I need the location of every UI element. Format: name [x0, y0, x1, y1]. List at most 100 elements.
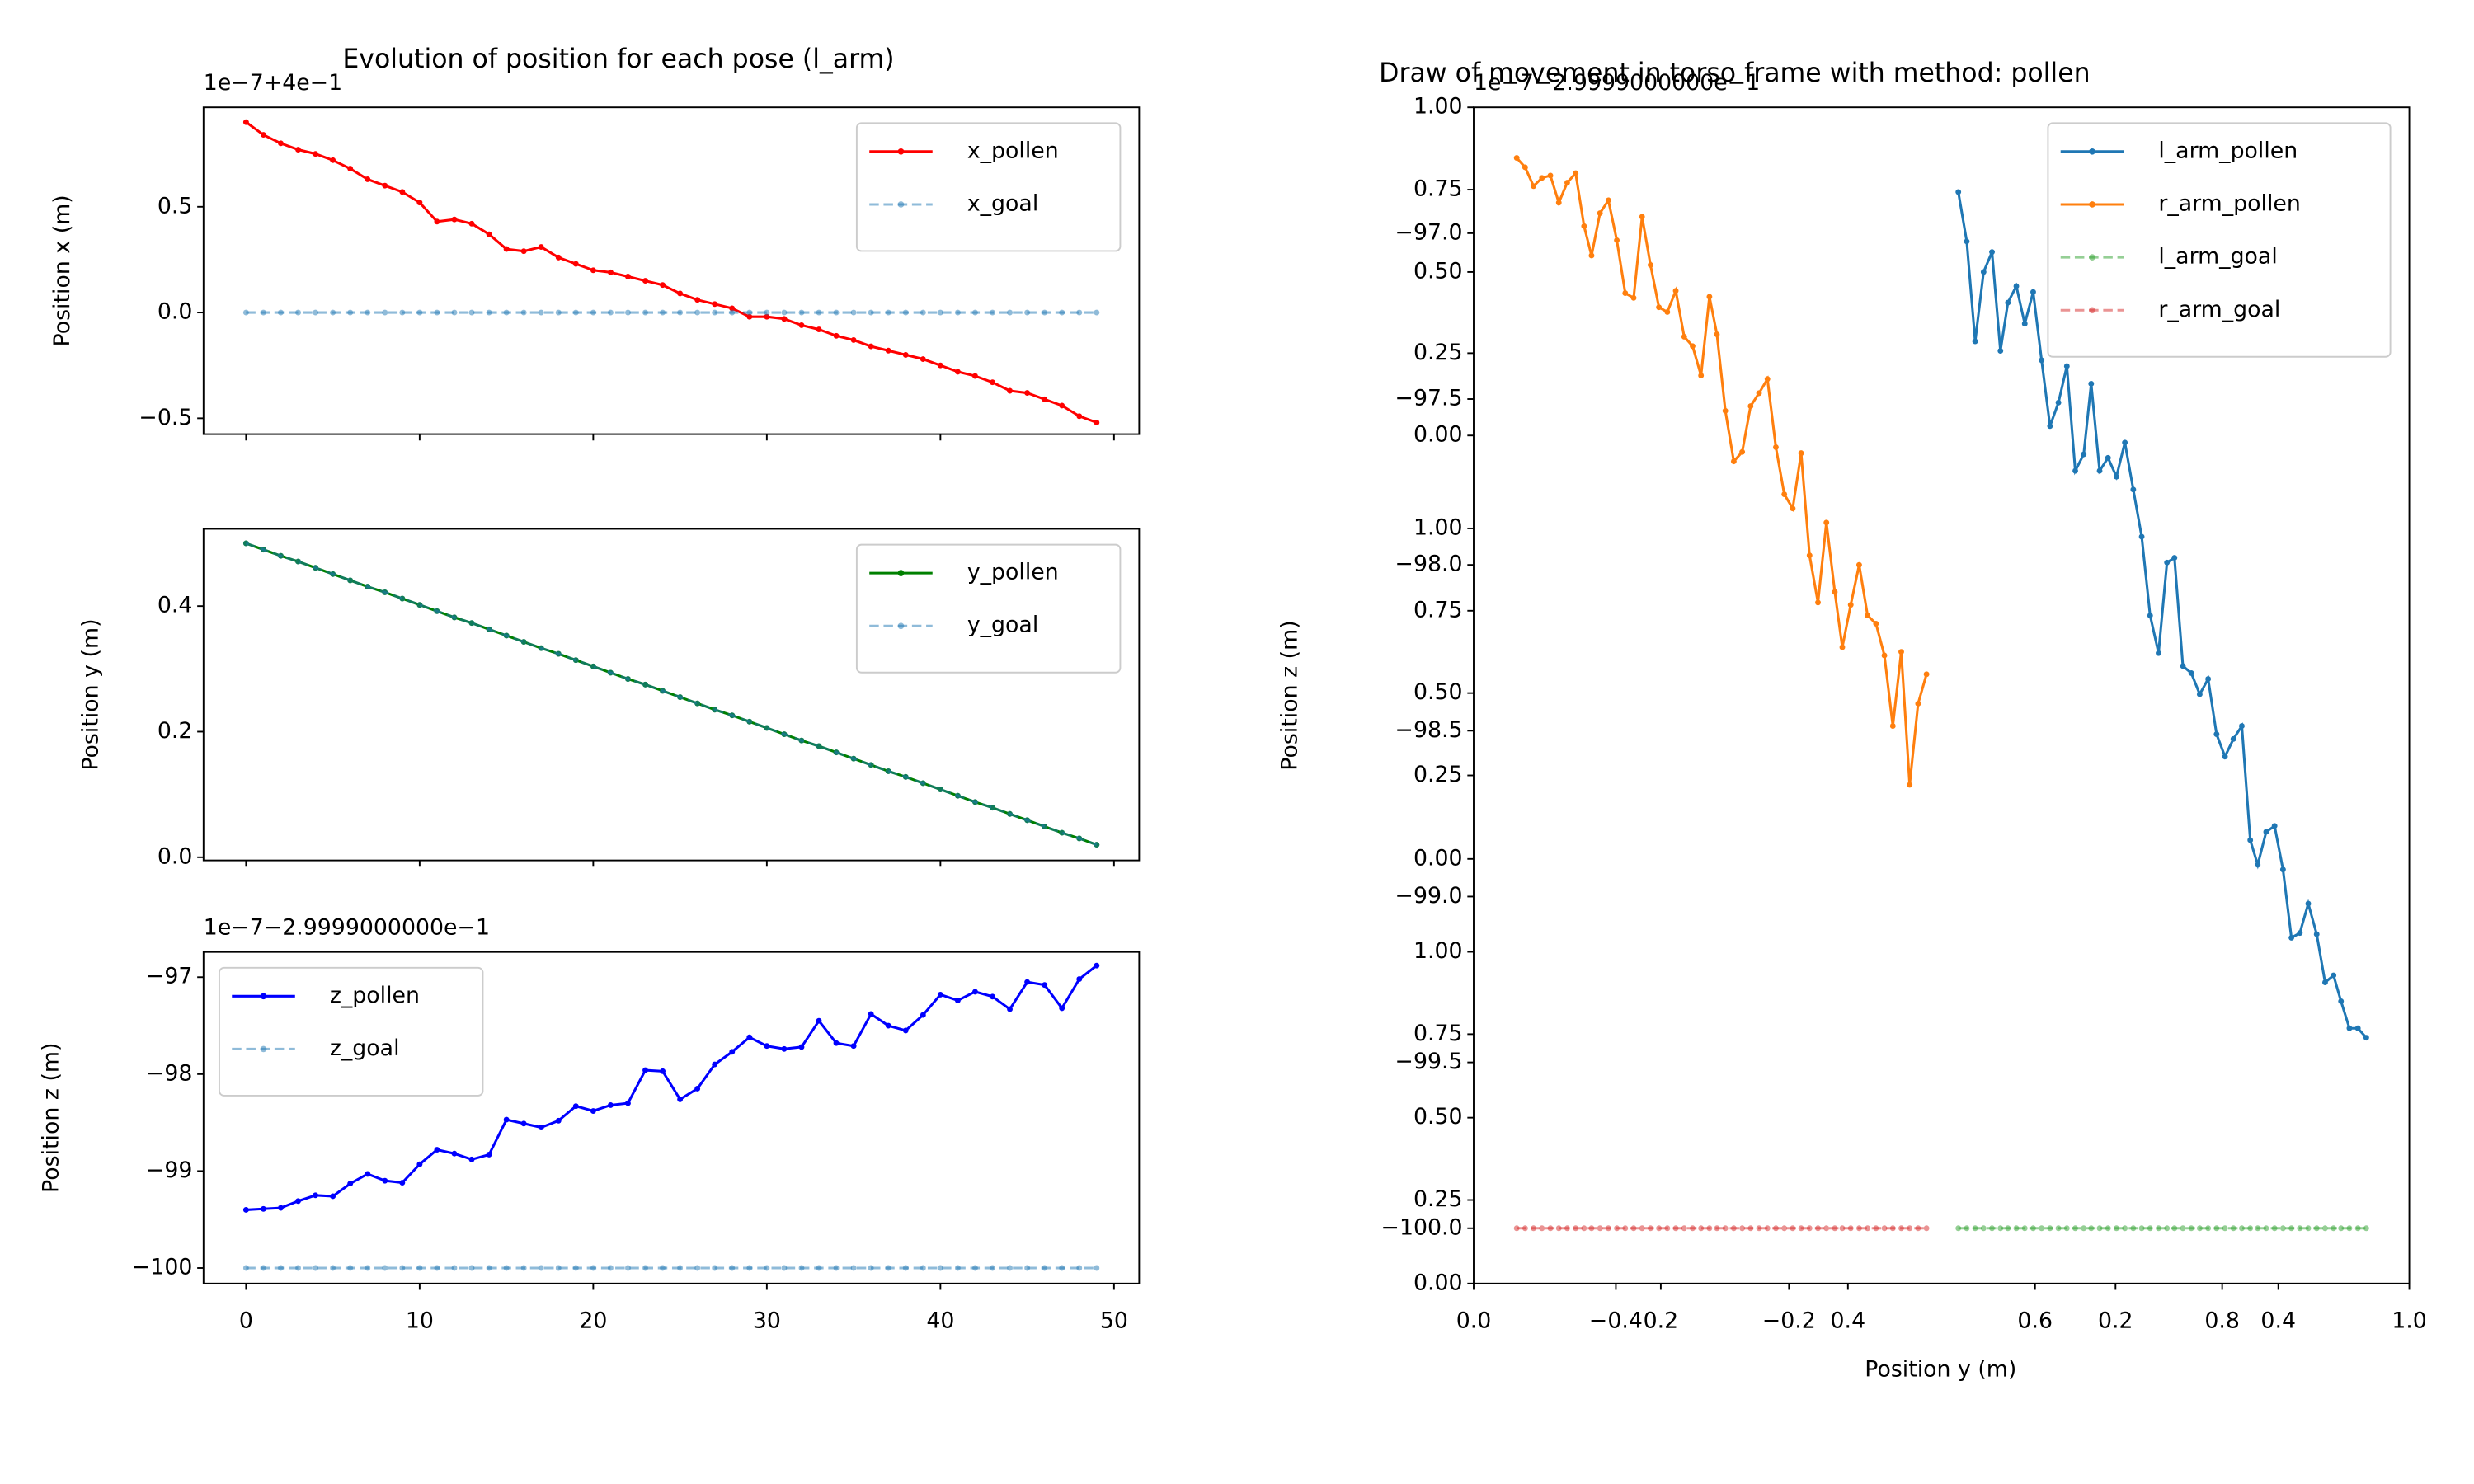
point — [868, 1265, 874, 1271]
point — [295, 309, 301, 316]
point — [1806, 1225, 1813, 1232]
x-tick-label: 50 — [1100, 1308, 1128, 1333]
point — [1798, 1225, 1804, 1232]
point — [2055, 399, 2062, 406]
point — [885, 347, 891, 354]
offset-text: 1e−7−2.9999000000e−1 — [204, 914, 490, 940]
point — [1042, 396, 1048, 402]
point — [1007, 1006, 1014, 1012]
legend-marker — [2089, 201, 2095, 208]
point — [954, 792, 961, 799]
point — [2363, 1225, 2369, 1232]
legend-label: z_goal — [330, 1036, 400, 1061]
point — [538, 1125, 544, 1130]
point — [278, 140, 284, 147]
point — [1664, 1225, 1671, 1232]
y-tick-label: 0.2 — [158, 718, 193, 744]
point — [1881, 652, 1888, 659]
point — [2138, 533, 2145, 540]
series-line — [245, 542, 1098, 847]
point — [1790, 1225, 1796, 1232]
point — [2171, 1225, 2178, 1232]
point — [920, 1012, 926, 1018]
point — [2205, 676, 2212, 682]
y-tick-label: −98 — [146, 1060, 193, 1086]
point — [1622, 290, 1629, 297]
point — [330, 309, 336, 316]
point — [642, 309, 648, 316]
point — [572, 1103, 579, 1110]
point — [2096, 1225, 2103, 1232]
point — [1832, 1225, 1838, 1232]
point — [486, 231, 492, 237]
point — [1605, 197, 1611, 204]
point — [2271, 1225, 2278, 1232]
point — [1531, 1225, 1537, 1232]
point — [1672, 1225, 1679, 1232]
point — [1889, 1225, 1896, 1232]
point — [660, 1265, 666, 1271]
x-tick-label: 20 — [579, 1308, 607, 1333]
point — [2288, 934, 2295, 941]
legend-label: l_arm_goal — [2158, 244, 2277, 270]
point — [382, 182, 388, 189]
legend-box — [855, 122, 1122, 252]
point — [1832, 589, 1838, 595]
point — [555, 650, 562, 657]
plot-area — [242, 540, 1100, 848]
point — [590, 1108, 596, 1114]
point — [2063, 1225, 2070, 1232]
point — [1007, 309, 1014, 316]
point — [850, 755, 857, 762]
point — [260, 1265, 266, 1271]
point — [1059, 402, 1065, 409]
point — [295, 558, 301, 565]
point — [2030, 1225, 2036, 1232]
point — [1873, 621, 1879, 627]
point — [2239, 723, 2245, 730]
point — [607, 269, 614, 275]
point — [468, 309, 475, 316]
point — [937, 309, 943, 316]
point — [868, 762, 874, 768]
point — [538, 1265, 544, 1271]
point — [920, 780, 926, 787]
point — [833, 1265, 840, 1271]
point — [607, 309, 614, 316]
point — [555, 309, 562, 316]
point — [2313, 1225, 2320, 1232]
point — [2239, 1225, 2245, 1232]
point — [850, 336, 857, 343]
point — [572, 261, 579, 267]
point — [1581, 223, 1587, 229]
point — [347, 309, 354, 316]
y-tick-label: 0.50 — [1413, 1104, 1463, 1129]
point — [295, 147, 301, 153]
x-tick-label: 0.4 — [1831, 1308, 1866, 1333]
point — [816, 1017, 822, 1024]
x-tick-label: 0.4 — [2260, 1308, 2296, 1333]
point — [1690, 343, 1696, 350]
point — [313, 1192, 319, 1199]
point — [1639, 1225, 1645, 1232]
point — [278, 309, 284, 316]
point — [1094, 309, 1100, 316]
point — [2279, 1225, 2286, 1232]
point — [2171, 555, 2178, 561]
point — [798, 1044, 805, 1050]
point — [1024, 979, 1031, 985]
point — [868, 343, 874, 350]
point — [1923, 671, 1930, 678]
point — [1076, 1265, 1083, 1271]
point — [902, 351, 909, 358]
point — [468, 220, 475, 227]
point — [1076, 309, 1083, 316]
point — [1059, 1265, 1065, 1271]
point — [503, 246, 510, 252]
point — [798, 737, 805, 744]
y-tick-label: 0.25 — [1413, 1186, 1463, 1212]
point — [1989, 1225, 1995, 1232]
point — [816, 743, 822, 749]
point — [1764, 1225, 1771, 1232]
point — [1522, 164, 1528, 171]
